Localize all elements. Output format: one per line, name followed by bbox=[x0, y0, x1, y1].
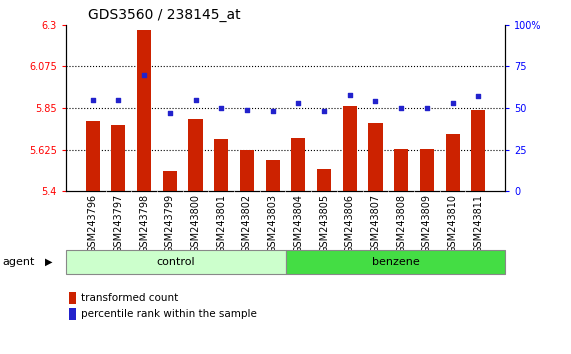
Text: transformed count: transformed count bbox=[81, 293, 178, 303]
Text: GSM243809: GSM243809 bbox=[422, 194, 432, 253]
Point bbox=[88, 97, 97, 102]
Point bbox=[423, 105, 432, 111]
Text: agent: agent bbox=[3, 257, 35, 267]
Text: GSM243807: GSM243807 bbox=[371, 194, 380, 253]
Text: GSM243801: GSM243801 bbox=[216, 194, 226, 253]
Text: GSM243802: GSM243802 bbox=[242, 194, 252, 253]
Text: GSM243799: GSM243799 bbox=[165, 194, 175, 253]
Text: percentile rank within the sample: percentile rank within the sample bbox=[81, 309, 256, 319]
Text: benzene: benzene bbox=[372, 257, 419, 267]
Bar bbox=[291, 138, 305, 191]
Point bbox=[242, 107, 251, 113]
Text: GSM243798: GSM243798 bbox=[139, 194, 149, 253]
Bar bbox=[317, 169, 331, 191]
Text: GSM243797: GSM243797 bbox=[114, 194, 123, 253]
Bar bbox=[266, 160, 280, 191]
Point bbox=[191, 97, 200, 102]
Text: GSM243800: GSM243800 bbox=[191, 194, 200, 253]
Bar bbox=[445, 134, 460, 191]
Bar bbox=[111, 125, 126, 191]
Bar bbox=[471, 110, 485, 191]
Text: GSM243808: GSM243808 bbox=[396, 194, 406, 253]
Text: GSM243806: GSM243806 bbox=[345, 194, 355, 253]
Bar bbox=[163, 171, 177, 191]
Point bbox=[474, 93, 483, 99]
Text: GSM243805: GSM243805 bbox=[319, 194, 329, 253]
Text: GSM243811: GSM243811 bbox=[473, 194, 483, 253]
Text: ▶: ▶ bbox=[45, 257, 52, 267]
Text: GSM243803: GSM243803 bbox=[268, 194, 278, 253]
Point bbox=[216, 105, 226, 111]
Point bbox=[320, 108, 329, 114]
Text: control: control bbox=[156, 257, 195, 267]
Bar bbox=[214, 139, 228, 191]
Point bbox=[294, 100, 303, 106]
Bar bbox=[137, 30, 151, 191]
Bar bbox=[240, 150, 254, 191]
Bar bbox=[343, 106, 357, 191]
Point bbox=[114, 97, 123, 102]
Bar bbox=[420, 149, 434, 191]
Point bbox=[139, 72, 148, 78]
Point bbox=[165, 110, 174, 116]
Bar bbox=[86, 121, 100, 191]
Point bbox=[397, 105, 406, 111]
Text: GSM243810: GSM243810 bbox=[448, 194, 457, 253]
Point bbox=[268, 108, 277, 114]
Text: GDS3560 / 238145_at: GDS3560 / 238145_at bbox=[88, 8, 240, 22]
Point bbox=[448, 100, 457, 106]
Text: GSM243796: GSM243796 bbox=[88, 194, 98, 253]
Point bbox=[371, 98, 380, 104]
FancyBboxPatch shape bbox=[286, 250, 505, 274]
Text: GSM243804: GSM243804 bbox=[293, 194, 303, 253]
Point bbox=[345, 92, 355, 97]
Bar bbox=[188, 119, 203, 191]
FancyBboxPatch shape bbox=[66, 250, 286, 274]
Bar bbox=[394, 149, 408, 191]
Bar bbox=[368, 123, 383, 191]
